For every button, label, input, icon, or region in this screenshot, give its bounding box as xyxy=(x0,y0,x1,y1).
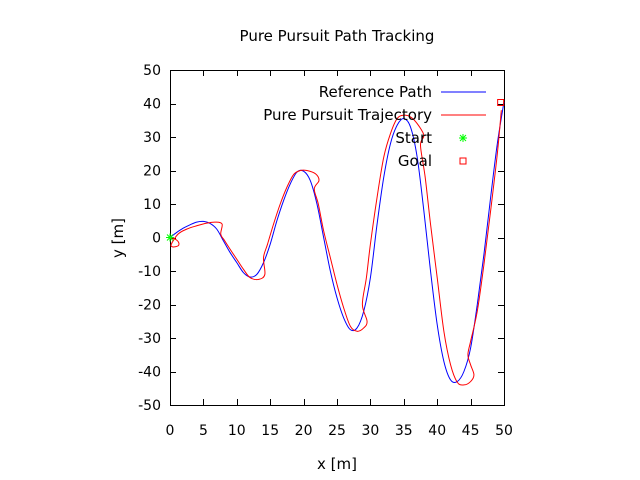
x-axis-label: x [m] xyxy=(317,455,357,473)
x-tick-label: 45 xyxy=(462,423,480,439)
y-tick-label: -20 xyxy=(138,298,161,314)
y-axis-label: y [m] xyxy=(109,218,127,258)
legend-label-reference-path: Reference Path xyxy=(319,83,432,101)
legend-swatch-goal xyxy=(459,157,467,165)
y-tick-label: 20 xyxy=(143,164,161,180)
series-layer xyxy=(166,98,505,386)
x-tick-label: 15 xyxy=(261,423,279,439)
y-tick-label: -40 xyxy=(138,365,161,381)
y-tick-label: -10 xyxy=(138,264,161,280)
x-tick-label: 0 xyxy=(166,423,175,439)
pure-pursuit-trajectory-line xyxy=(169,110,502,386)
y-tick-label: -30 xyxy=(138,331,161,347)
marker-stroke xyxy=(166,234,174,241)
y-tick-label: 0 xyxy=(152,231,161,247)
x-tick-label: 20 xyxy=(295,423,313,439)
goal-marker xyxy=(497,98,505,106)
x-tick-label: 40 xyxy=(428,423,446,439)
y-tick-label: -50 xyxy=(138,398,161,414)
reference-path-line xyxy=(169,101,505,384)
x-tick-label: 5 xyxy=(199,423,208,439)
legend: Reference Path Pure Pursuit Trajectory Sta… xyxy=(263,83,486,170)
legend-label-start: Start xyxy=(395,129,432,147)
x-tick-label: 25 xyxy=(328,423,346,439)
y-tick-label: 10 xyxy=(143,197,161,213)
legend-swatch-start xyxy=(459,134,467,142)
y-tick-label: 40 xyxy=(143,97,161,113)
x-tick-label: 35 xyxy=(395,423,413,439)
x-tick-label: 30 xyxy=(361,423,379,439)
y-tick-label: 30 xyxy=(143,130,161,146)
marker-stroke xyxy=(459,134,467,142)
start-marker xyxy=(166,233,174,242)
x-tick-label: 50 xyxy=(495,423,513,439)
x-tick-label: 10 xyxy=(228,423,246,439)
legend-label-goal: Goal xyxy=(398,152,432,170)
axis-ticks: 0 5 10 15 20 25 30 35 40 45 50 -50 -40 -30 -20 -10 0 10 20… xyxy=(138,63,513,439)
y-tick-label: 50 xyxy=(143,63,161,79)
chart-title: Pure Pursuit Path Tracking xyxy=(240,27,435,45)
legend-label-pure-pursuit-trajectory: Pure Pursuit Trajectory xyxy=(263,106,432,124)
